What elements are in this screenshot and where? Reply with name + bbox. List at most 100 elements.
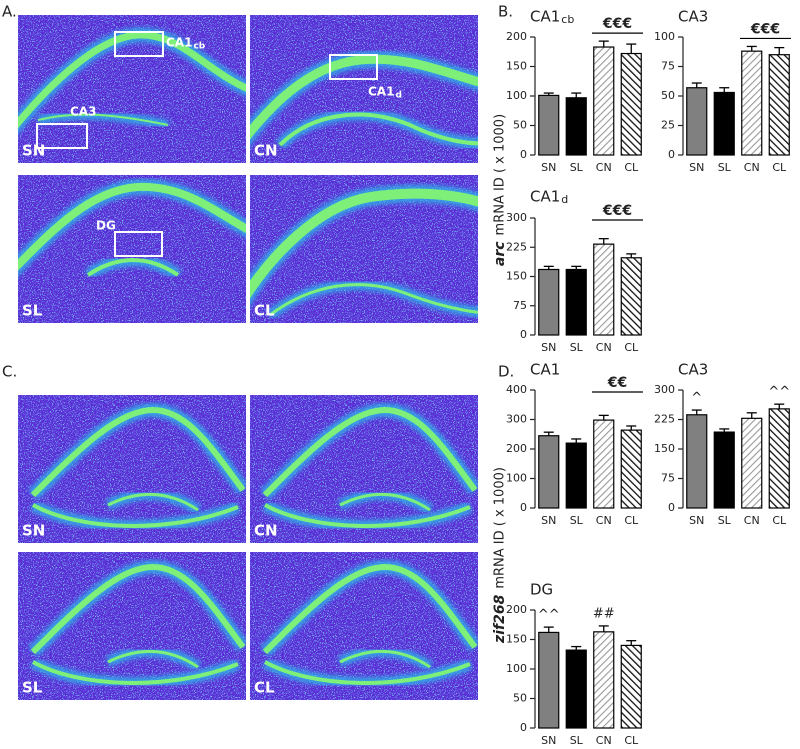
y-tick-label: 200 — [506, 442, 527, 455]
significance-label: ^^ — [538, 608, 560, 623]
significance-label: ## — [593, 606, 615, 621]
x-tick-label: SN — [541, 161, 556, 174]
cell-layer — [250, 188, 478, 299]
y-tick-label: 200 — [506, 603, 527, 616]
region-box — [36, 123, 88, 149]
y-label-text: mRNA ID ( x 1000) — [493, 114, 508, 236]
micrograph: SN — [18, 395, 246, 543]
y-tick-label: 0 — [668, 501, 675, 514]
y-tick-label: 50 — [513, 692, 527, 705]
y-tick-label: 75 — [661, 472, 675, 485]
y-tick-label: 100 — [654, 30, 675, 43]
y-tick-label: 100 — [506, 472, 527, 485]
y-tick-label: 0 — [668, 148, 675, 161]
x-tick-label: SL — [718, 161, 732, 174]
y-tick-label: 100 — [506, 89, 527, 102]
cell-layer — [250, 54, 478, 140]
cell-layer — [18, 182, 246, 271]
bar — [538, 631, 560, 729]
bar — [713, 91, 735, 156]
image-speckle — [18, 175, 246, 323]
micrograph: SL — [18, 175, 246, 323]
chart-title-sub: cb — [561, 13, 574, 26]
cell-layer — [18, 31, 246, 129]
x-tick-label: CL — [624, 161, 639, 174]
bar — [593, 419, 615, 509]
micrograph: CL — [250, 175, 478, 323]
y-tick-label: 225 — [506, 240, 527, 253]
y-tick-label: 300 — [654, 383, 675, 396]
x-tick-label: SL — [570, 341, 584, 354]
bar — [741, 50, 763, 156]
micrograph: CL — [250, 552, 478, 700]
micrograph-content — [250, 395, 478, 543]
cell-layer — [264, 660, 471, 685]
x-tick-label: SN — [689, 161, 704, 174]
x-tick-label: SN — [541, 341, 556, 354]
x-tick-label: SL — [718, 514, 732, 527]
y-tick-label: 150 — [506, 633, 527, 646]
x-tick-label: CN — [744, 161, 760, 174]
x-tick-label: CN — [596, 734, 612, 747]
y-tick-label: 50 — [513, 119, 527, 132]
bar — [565, 268, 587, 336]
bar — [538, 94, 560, 156]
x-tick-label: SN — [541, 514, 556, 527]
micrograph-content — [250, 552, 478, 700]
y-label-gene: zif268 — [492, 594, 508, 644]
micrograph: CN — [250, 395, 478, 543]
cell-layer — [278, 112, 478, 147]
significance-label: ^ — [691, 391, 702, 406]
cell-layer — [269, 283, 478, 317]
bar — [713, 431, 735, 509]
y-tick-label: 300 — [506, 211, 527, 224]
bar — [538, 435, 560, 509]
cell-layer — [339, 649, 431, 669]
x-tick-label: SL — [570, 161, 584, 174]
y-tick-label: 0 — [520, 501, 527, 514]
cell-layer — [262, 406, 478, 498]
y-label-text: mRNA ID ( x 1000) — [493, 467, 508, 589]
bar — [565, 649, 587, 729]
cell-layer — [107, 649, 199, 669]
bar — [565, 442, 587, 509]
x-tick-label: CL — [624, 341, 639, 354]
x-tick-label: CN — [596, 341, 612, 354]
micrograph-content — [18, 175, 246, 323]
y-tick-label: 150 — [654, 442, 675, 455]
region-label: CA1 — [368, 85, 394, 99]
x-tick-label: CN — [596, 161, 612, 174]
region-label-sub: d — [395, 91, 401, 101]
chart-title: CA1 — [530, 188, 560, 206]
bar — [593, 46, 615, 156]
significance-label: ^^ — [768, 385, 790, 400]
cell-layer — [30, 563, 246, 655]
chart-title: CA3 — [678, 361, 708, 379]
cell-layer — [264, 503, 471, 528]
x-tick-label: CN — [744, 514, 760, 527]
micrograph-content — [250, 15, 478, 163]
region-label: DG — [96, 219, 116, 233]
image-label: CN — [254, 142, 278, 160]
region-label-sub: cb — [193, 42, 205, 52]
cell-layer — [86, 258, 180, 277]
bar — [620, 644, 642, 729]
micrograph: SN — [18, 15, 246, 163]
y-axis-label: zif268 mRNA ID ( x 1000) — [492, 467, 508, 644]
y-tick-label: 75 — [513, 299, 527, 312]
cell-layer — [30, 406, 246, 498]
bar — [565, 97, 587, 156]
cell-layer — [32, 503, 239, 528]
x-tick-label: CL — [772, 514, 787, 527]
region-box — [329, 54, 378, 80]
y-axis-label: arc mRNA ID ( x 1000) — [492, 114, 508, 266]
image-label: SL — [22, 302, 43, 320]
y-tick-label: 225 — [654, 413, 675, 426]
x-tick-label: CL — [772, 161, 787, 174]
micrograph: SL — [18, 552, 246, 700]
x-tick-label: SN — [689, 514, 704, 527]
cell-layer — [107, 492, 199, 512]
region-box — [114, 231, 163, 257]
x-tick-label: SN — [541, 734, 556, 747]
